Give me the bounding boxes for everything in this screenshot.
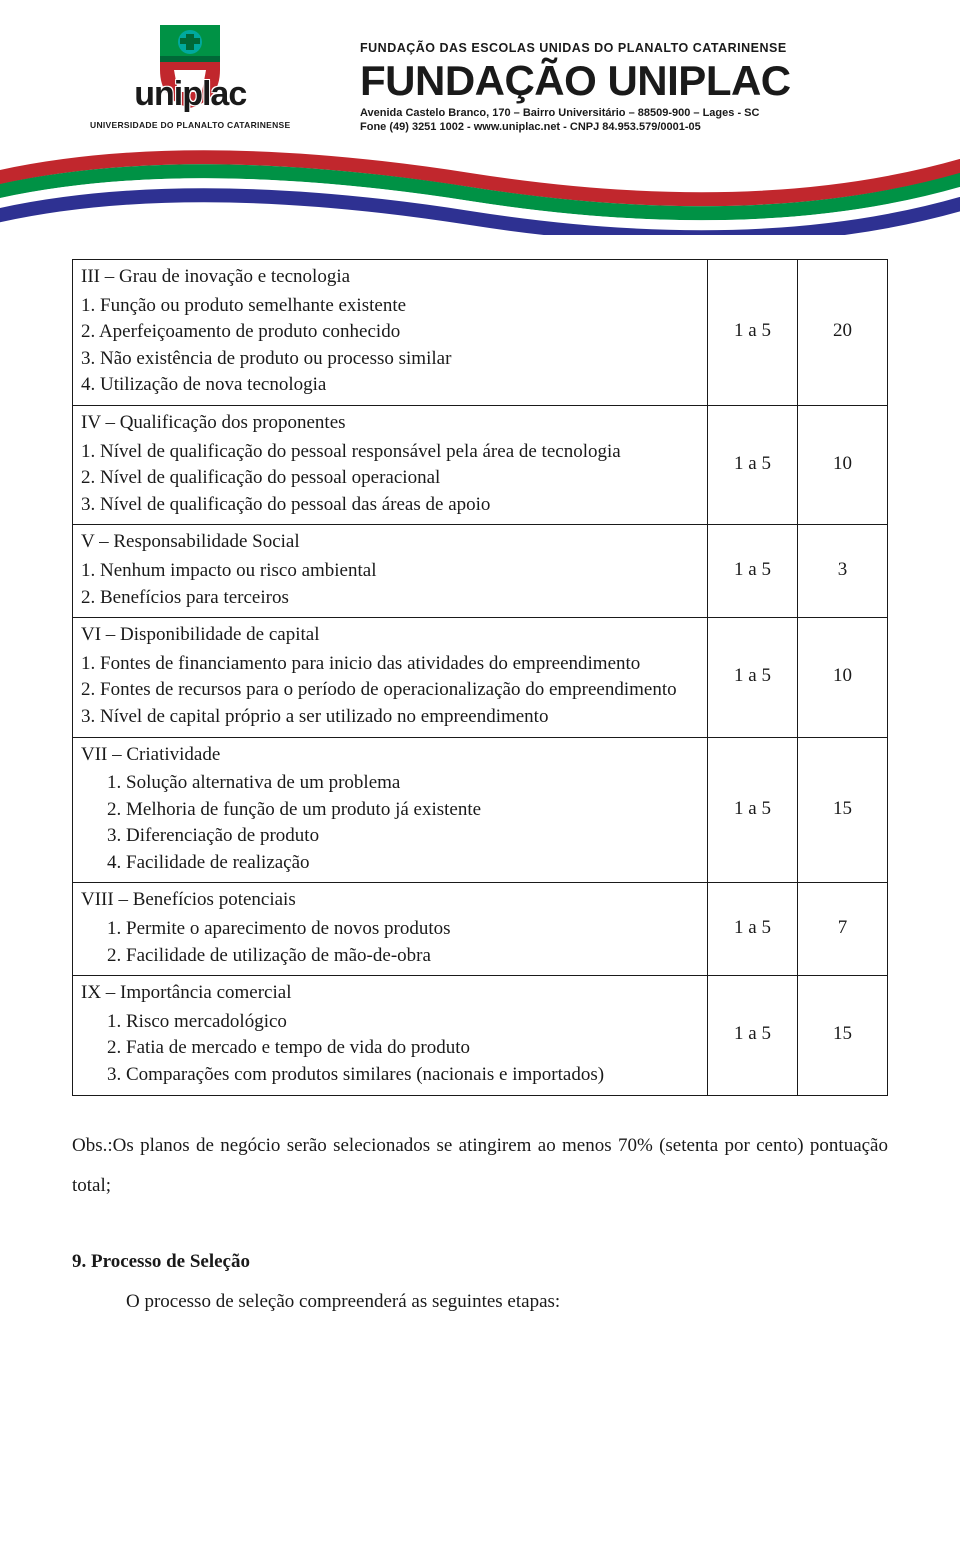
criteria-item: 2. Melhoria de função de um produto já e… — [81, 797, 699, 824]
criteria-section-title: IV – Qualificação dos proponentes — [81, 410, 699, 437]
criteria-item: 1. Permite o aparecimento de novos produ… — [81, 916, 699, 943]
criteria-cell: IV – Qualificação dos proponentes1. Níve… — [73, 405, 708, 524]
letterhead: uniplac UNIVERSIDADE DO PLANALTO CATARIN… — [0, 0, 960, 235]
criteria-section-title: III – Grau de inovação e tecnologia — [81, 264, 699, 291]
criteria-item: 3. Não existência de produto ou processo… — [81, 346, 699, 373]
criteria-section-title: VII – Criatividade — [81, 742, 699, 769]
foundation-overline: FUNDAÇÃO DAS ESCOLAS UNIDAS DO PLANALTO … — [360, 40, 915, 57]
criteria-item: 1. Nível de qualificação do pessoal resp… — [81, 439, 699, 466]
criteria-section-title: V – Responsabilidade Social — [81, 529, 699, 556]
criteria-item: 3. Nível de capital próprio a ser utiliz… — [81, 704, 699, 731]
swoosh-graphic — [0, 140, 960, 235]
foundation-address-1: Avenida Castelo Branco, 170 – Bairro Uni… — [360, 106, 915, 120]
criteria-weight: 7 — [798, 883, 888, 976]
criteria-range: 1 a 5 — [708, 737, 798, 883]
foundation-address-2: Fone (49) 3251 1002 - www.uniplac.net - … — [360, 120, 915, 134]
criteria-item: 4. Facilidade de realização — [81, 850, 699, 877]
logo-subtitle: UNIVERSIDADE DO PLANALTO CATARINENSE — [90, 120, 291, 131]
criteria-weight: 10 — [798, 405, 888, 524]
criteria-range: 1 a 5 — [708, 525, 798, 618]
foundation-title: FUNDAÇÃO UNIPLAC — [360, 60, 915, 102]
criteria-weight: 3 — [798, 525, 888, 618]
criteria-item: 3. Diferenciação de produto — [81, 823, 699, 850]
criteria-item: 4. Utilização de nova tecnologia — [81, 372, 699, 399]
criteria-cell: III – Grau de inovação e tecnologia1. Fu… — [73, 260, 708, 406]
criteria-item: 3. Nível de qualificação do pessoal das … — [81, 492, 699, 519]
foundation-block: FUNDAÇÃO DAS ESCOLAS UNIDAS DO PLANALTO … — [360, 40, 915, 134]
process-intro: O processo de seleção compreenderá as se… — [72, 1289, 888, 1315]
criteria-cell: IX – Importância comercial1. Risco merca… — [73, 976, 708, 1095]
criteria-table: III – Grau de inovação e tecnologia1. Fu… — [72, 259, 888, 1096]
criteria-weight: 15 — [798, 737, 888, 883]
criteria-cell: V – Responsabilidade Social1. Nenhum imp… — [73, 525, 708, 618]
criteria-cell: VIII – Benefícios potenciais1. Permite o… — [73, 883, 708, 976]
logo-text: uniplac — [134, 72, 246, 118]
criteria-item: 1. Fontes de financiamento para inicio d… — [81, 651, 699, 678]
criteria-range: 1 a 5 — [708, 405, 798, 524]
criteria-item: 2. Fatia de mercado e tempo de vida do p… — [81, 1035, 699, 1062]
criteria-item: 3. Comparações com produtos similares (n… — [81, 1062, 699, 1089]
document-body: III – Grau de inovação e tecnologia1. Fu… — [0, 235, 960, 1355]
criteria-item: 1. Função ou produto semelhante existent… — [81, 293, 699, 320]
criteria-weight: 20 — [798, 260, 888, 406]
criteria-range: 1 a 5 — [708, 618, 798, 737]
criteria-weight: 15 — [798, 976, 888, 1095]
criteria-cell: VI – Disponibilidade de capital1. Fontes… — [73, 618, 708, 737]
criteria-item: 2. Fontes de recursos para o período de … — [81, 677, 699, 704]
criteria-item: 2. Benefícios para terceiros — [81, 585, 699, 612]
criteria-item: 2. Aperfeiçoamento de produto conhecido — [81, 319, 699, 346]
criteria-item: 1. Solução alternativa de um problema — [81, 770, 699, 797]
criteria-range: 1 a 5 — [708, 976, 798, 1095]
criteria-range: 1 a 5 — [708, 883, 798, 976]
criteria-item: 2. Nível de qualificação do pessoal oper… — [81, 465, 699, 492]
observation-paragraph: Obs.:Os planos de negócio serão selecion… — [72, 1126, 888, 1208]
criteria-item: 1. Risco mercadológico — [81, 1009, 699, 1036]
process-heading: 9. Processo de Seleção — [72, 1249, 888, 1275]
criteria-section-title: VI – Disponibilidade de capital — [81, 622, 699, 649]
criteria-cell: VII – Criatividade1. Solução alternativa… — [73, 737, 708, 883]
criteria-item: 2. Facilidade de utilização de mão-de-ob… — [81, 943, 699, 970]
criteria-section-title: VIII – Benefícios potenciais — [81, 887, 699, 914]
criteria-range: 1 a 5 — [708, 260, 798, 406]
logo-block: uniplac UNIVERSIDADE DO PLANALTO CATARIN… — [90, 20, 291, 131]
criteria-weight: 10 — [798, 618, 888, 737]
criteria-section-title: IX – Importância comercial — [81, 980, 699, 1007]
criteria-item: 1. Nenhum impacto ou risco ambiental — [81, 558, 699, 585]
